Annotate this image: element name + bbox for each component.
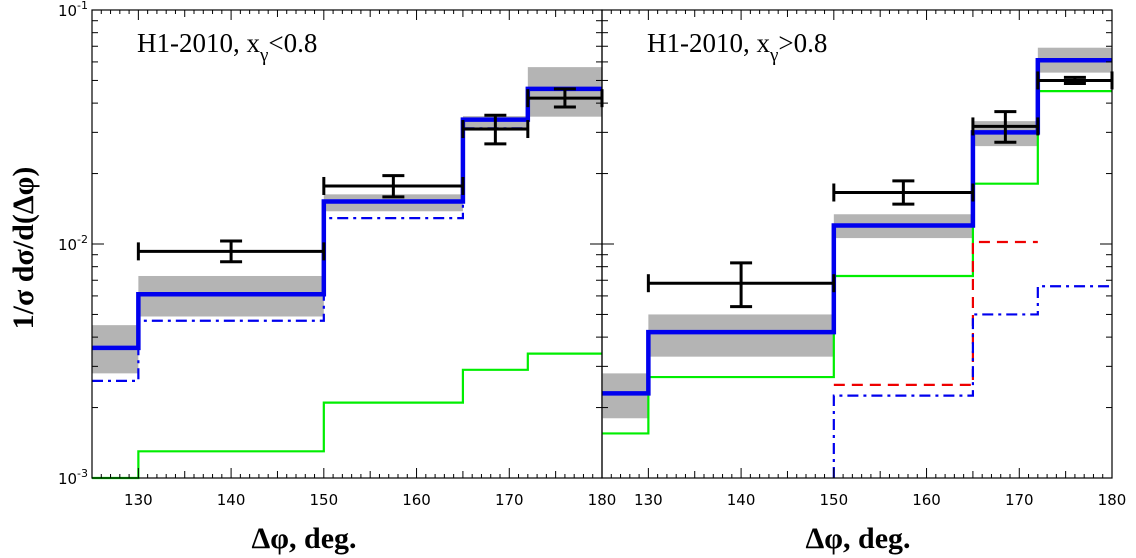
data-point-0 [646, 261, 836, 309]
panel-title-left-main: H1-2010, x [137, 28, 260, 58]
x-tick-label: 180 [1098, 491, 1127, 509]
svg-text:H1-2010, xγ<0.8: H1-2010, xγ<0.8 [137, 28, 317, 66]
panel-title-left-sub: γ [259, 45, 268, 66]
svg-text:H1-2010, xγ>0.8: H1-2010, xγ>0.8 [647, 28, 827, 66]
y-tick-label: 10-1 [58, 0, 88, 20]
x-tick-label: 130 [634, 491, 663, 509]
series-solid-thin-00ee00 [92, 352, 602, 480]
x-tick-label: 140 [727, 491, 756, 509]
y-tick-labels: 10-1 10-2 10-3 [58, 0, 88, 488]
panel-title-left: H1-2010, xγ<0.8 [137, 28, 317, 66]
data-point-1 [832, 179, 975, 206]
x-tick-label: 150 [819, 491, 848, 509]
series-dashed-ee0000 [833, 240, 1038, 386]
band-bin-0 [602, 373, 649, 419]
y-axis-label: 1/σ dσ/d(Δφ) [7, 167, 40, 330]
series-dashdot-0000ee [92, 97, 602, 382]
series-dashdot-0000ee [832, 285, 1112, 478]
x-tick-label: 170 [1005, 491, 1034, 509]
x-tick-label: 150 [309, 491, 338, 509]
plot-frame [601, 9, 1113, 479]
panel-title-right: H1-2010, xγ>0.8 [647, 28, 827, 66]
right-panel: 130 140 150 160 170 180 [601, 9, 1127, 509]
x-tick-label: 140 [217, 491, 246, 509]
data-point-1 [322, 174, 465, 199]
data-point-3 [1036, 71, 1114, 90]
panel-title-right-sub: γ [769, 45, 778, 66]
series-solid-thin-00ee00 [602, 90, 1112, 435]
y-tick-label: 10-2 [58, 233, 88, 254]
data-point-0 [136, 239, 326, 264]
data-point-2 [461, 113, 530, 146]
x-axis-label-left: Δφ, deg. [251, 522, 356, 555]
x-axis-label-right: Δφ, deg. [805, 522, 910, 555]
panel-title-right-tail: >0.8 [778, 28, 827, 58]
plot-frame [91, 9, 603, 479]
y-tick-label: 10-3 [58, 467, 88, 488]
panel-title-left-tail: <0.8 [268, 28, 317, 58]
x-tick-label: 160 [402, 491, 431, 509]
panel-title-right-main: H1-2010, x [647, 28, 770, 58]
band-bin-1 [648, 314, 834, 357]
x-tick-label: 170 [495, 491, 524, 509]
x-tick-label: 180 [588, 491, 617, 509]
x-tick-label: 160 [912, 491, 941, 509]
series-solid-thick-0000ee [602, 57, 1112, 396]
data-point-2 [971, 110, 1040, 144]
left-panel: 130 140 150 160 170 180 [91, 9, 617, 509]
x-tick-label: 130 [124, 491, 153, 509]
